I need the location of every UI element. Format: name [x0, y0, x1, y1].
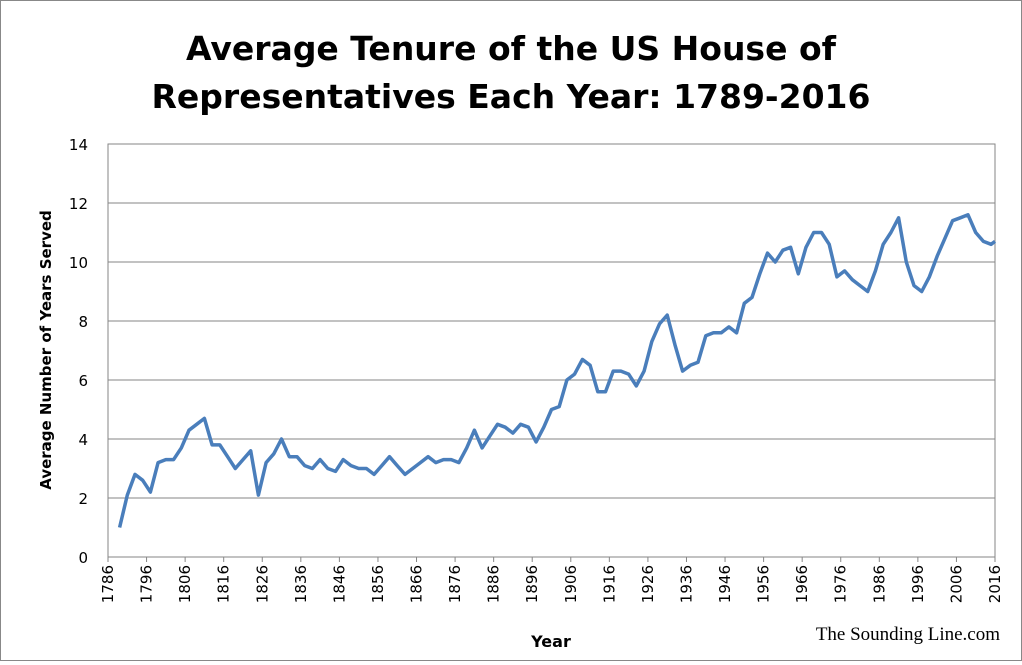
x-tick-label: 1796	[138, 565, 156, 603]
x-tick-label: 1946	[716, 565, 734, 603]
y-axis-label: Average Number of Years Served	[37, 210, 55, 490]
x-tick-label: 1906	[562, 565, 580, 603]
x-tick-label: 1876	[446, 565, 464, 603]
y-tick-label: 0	[78, 549, 88, 567]
x-tick-label: 2006	[947, 565, 965, 603]
x-tick-label: 1786	[99, 565, 117, 603]
y-tick-label: 4	[78, 431, 88, 449]
data-line	[117, 213, 997, 528]
x-tick-label: 1886	[485, 565, 503, 603]
x-tick-label: 1956	[755, 565, 773, 603]
plot-border	[107, 143, 996, 558]
x-tick-label: 1856	[369, 565, 387, 603]
x-tick-label: 1966	[793, 565, 811, 603]
y-tick-label: 2	[78, 490, 88, 508]
x-axis-label: Year	[530, 632, 571, 651]
x-tick-label: 1816	[215, 565, 233, 603]
x-tick-label: 1986	[870, 565, 888, 603]
x-tick-label: 1836	[292, 565, 310, 603]
chart-title: Representatives Each Year: 1789-2016	[152, 77, 871, 116]
x-tick-label: 1936	[677, 565, 695, 603]
y-tick-label: 10	[69, 254, 88, 272]
y-tick-label: 6	[78, 372, 88, 390]
y-tick-label: 12	[69, 195, 88, 213]
x-tick-label: 1846	[330, 565, 348, 603]
x-tick-label: 1926	[639, 565, 657, 603]
x-tick-label: 2016	[986, 565, 1004, 603]
x-tick-label: 1826	[253, 565, 271, 603]
x-tick-label: 1806	[176, 565, 194, 603]
x-tick-label: 1896	[523, 565, 541, 603]
chart-title: Average Tenure of the US House of	[186, 29, 837, 68]
y-tick-label: 14	[69, 136, 88, 154]
x-tick-label: 1996	[909, 565, 927, 603]
x-tick-label: 1916	[600, 565, 618, 603]
y-tick-label: 8	[78, 313, 88, 331]
x-tick-label: 1976	[832, 565, 850, 603]
watermark: The Sounding Line.com	[816, 624, 1000, 645]
x-tick-label: 1866	[408, 565, 426, 603]
